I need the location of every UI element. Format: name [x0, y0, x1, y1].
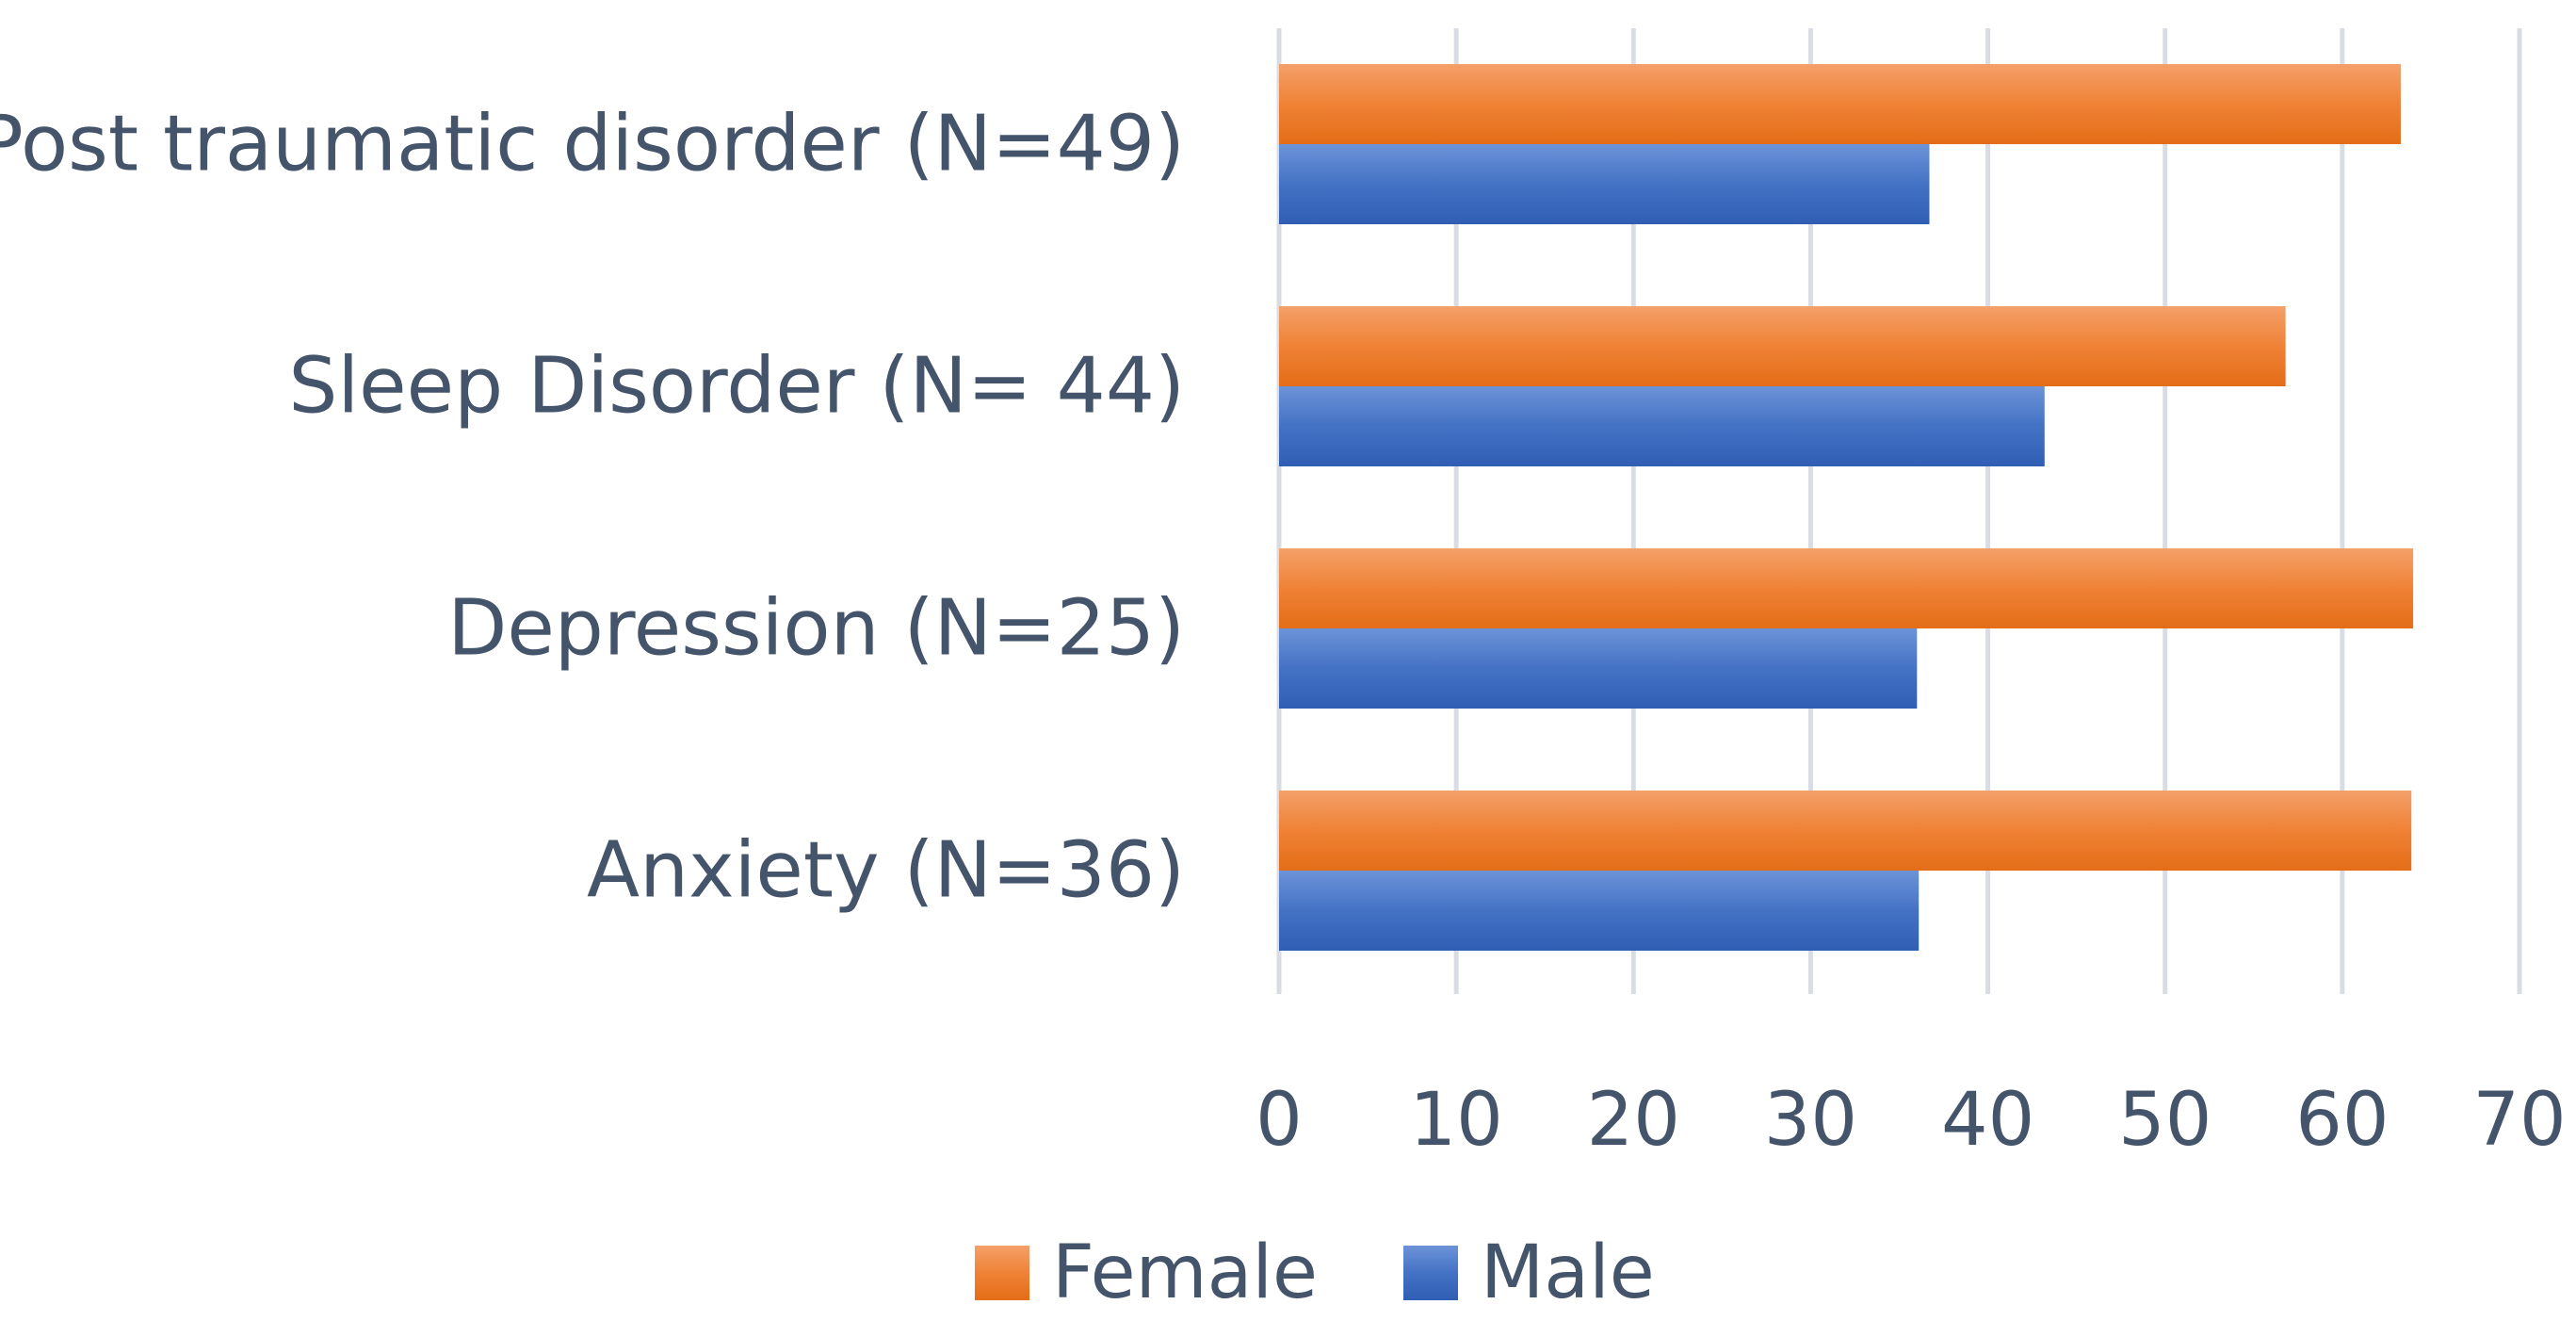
legend-label-female: Female: [1052, 1231, 1318, 1315]
x-tick-label-40: 40: [1941, 1078, 2034, 1163]
x-tick-label-70: 70: [2472, 1078, 2566, 1163]
legend: Female Male: [975, 1231, 1655, 1315]
x-axis-tick-labels: 0 10 20 30 40 50 60 70: [1256, 1078, 2566, 1163]
x-tick-label-60: 60: [2295, 1078, 2389, 1163]
x-tick-label-50: 50: [2118, 1078, 2211, 1163]
bar-female-post-traumatic-disorder-n-49: [1279, 64, 2401, 144]
legend-label-male: Male: [1481, 1231, 1655, 1315]
bar-female-sleep-disorder-n-44: [1279, 306, 2286, 386]
category-label-sleep-disorder-n-44: Sleep Disorder (N= 44): [288, 342, 1185, 432]
category-label-anxiety-n-36: Anxiety (N=36): [587, 826, 1185, 916]
bars: [1279, 64, 2414, 951]
bar-male-depression-n-25: [1279, 628, 1918, 709]
x-tick-label-10: 10: [1410, 1078, 1503, 1163]
x-tick-label-20: 20: [1587, 1078, 1680, 1163]
legend-swatch-male: [1403, 1246, 1458, 1300]
bar-female-anxiety-n-36: [1279, 791, 2412, 871]
x-tick-label-30: 30: [1764, 1078, 1857, 1163]
bar-female-depression-n-25: [1279, 548, 2414, 628]
legend-swatch-female: [975, 1246, 1029, 1300]
category-label-post-traumatic-disorder-n-49: Post traumatic disorder (N=49): [0, 100, 1185, 189]
bar-male-sleep-disorder-n-44: [1279, 386, 2045, 466]
x-tick-label-0: 0: [1256, 1078, 1303, 1163]
bar-male-anxiety-n-36: [1279, 871, 1920, 951]
bar-male-post-traumatic-disorder-n-49: [1279, 144, 1930, 224]
category-labels: Post traumatic disorder (N=49) Sleep Diso…: [0, 100, 1185, 916]
category-label-depression-n-25: Depression (N=25): [447, 584, 1185, 674]
